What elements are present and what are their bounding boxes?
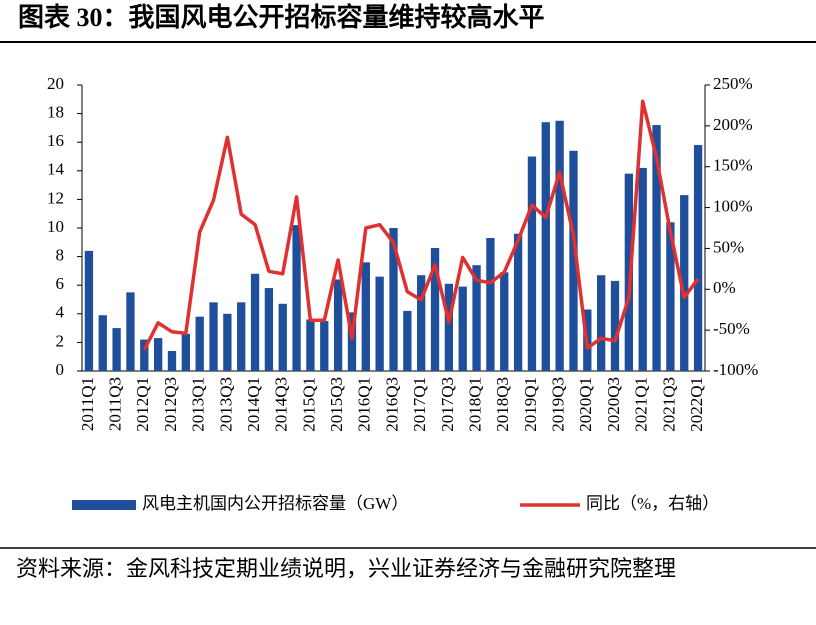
y-tick-label: 2 xyxy=(56,331,65,350)
legend-label: 风电主机国内公开招标容量（GW） xyxy=(142,494,408,513)
x-tick-label: 2016Q3 xyxy=(382,377,401,432)
y-tick-label: 20 xyxy=(47,74,64,93)
bar xyxy=(444,283,454,371)
bar xyxy=(500,272,509,371)
y-tick-label: 10 xyxy=(47,217,64,236)
bar xyxy=(430,248,440,371)
y-tick-label: 12 xyxy=(47,188,64,207)
bar xyxy=(84,250,94,371)
y2-tick-label: 200% xyxy=(713,115,753,134)
x-tick-label: 2013Q1 xyxy=(189,377,208,432)
bar xyxy=(278,303,287,371)
bar xyxy=(153,338,163,371)
bar xyxy=(195,316,204,371)
bar xyxy=(181,333,190,371)
bar xyxy=(569,150,578,371)
bar xyxy=(112,328,121,371)
x-tick-label: 2020Q3 xyxy=(604,377,623,432)
bar xyxy=(680,195,689,371)
x-tick-label: 2016Q1 xyxy=(355,377,374,432)
x-tick-label: 2017Q1 xyxy=(410,377,429,432)
x-tick-label: 2019Q1 xyxy=(521,377,540,432)
bar xyxy=(610,280,620,371)
bar xyxy=(223,313,232,371)
y2-tick-label: -50% xyxy=(713,319,750,338)
bar xyxy=(403,310,412,371)
bar xyxy=(320,320,329,371)
y2-tick-label: 50% xyxy=(713,237,744,256)
bar xyxy=(666,222,675,371)
bar xyxy=(555,120,564,371)
x-tick-label: 2020Q1 xyxy=(576,377,595,432)
y2-tick-label: -100% xyxy=(713,360,758,379)
bar xyxy=(652,125,661,371)
bar xyxy=(250,273,260,371)
bar xyxy=(638,167,647,371)
y-tick-label: 14 xyxy=(47,160,65,179)
bar xyxy=(693,145,703,371)
x-tick-label: 2015Q3 xyxy=(327,377,346,432)
legend-swatch xyxy=(72,500,136,510)
x-tick-label: 2015Q1 xyxy=(299,377,318,432)
x-tick-label: 2011Q1 xyxy=(78,377,97,431)
y-tick-label: 8 xyxy=(56,246,65,265)
x-tick-label: 2021Q3 xyxy=(659,377,678,432)
bar xyxy=(167,350,177,371)
bar xyxy=(126,292,135,371)
bar xyxy=(264,288,274,371)
bar xyxy=(209,302,218,371)
x-tick-label: 2012Q3 xyxy=(161,377,180,432)
bar xyxy=(292,225,301,371)
bar xyxy=(140,339,149,371)
source-box: 资料来源：金风科技定期业绩说明，兴业证券经济与金融研究院整理 xyxy=(16,556,677,581)
bar xyxy=(486,238,495,371)
y-tick-label: 0 xyxy=(56,360,65,379)
x-tick-label: 2021Q1 xyxy=(632,377,651,432)
x-tick-label: 2019Q3 xyxy=(549,377,568,432)
bar xyxy=(513,233,523,371)
bar xyxy=(624,173,634,371)
bar xyxy=(597,275,606,371)
x-tick-label: 2022Q1 xyxy=(687,377,706,432)
y2-tick-label: 150% xyxy=(713,156,753,175)
x-tick-label: 2014Q1 xyxy=(244,377,263,432)
bar xyxy=(389,228,398,371)
legend-label: 同比（%，右轴） xyxy=(586,494,719,513)
bar xyxy=(361,262,370,371)
y2-tick-label: 100% xyxy=(713,196,753,215)
x-tick-label: 2018Q3 xyxy=(493,377,512,432)
bar xyxy=(306,319,315,371)
bar xyxy=(375,276,384,371)
y-tick-label: 4 xyxy=(56,303,65,322)
chart-title: 图表 30：我国风电公开招标容量维持较高水平 xyxy=(18,2,545,32)
x-tick-label: 2014Q3 xyxy=(272,377,291,432)
bar xyxy=(237,302,246,371)
bar xyxy=(472,265,481,371)
x-tick-label: 2018Q1 xyxy=(465,377,484,432)
y2-tick-label: 0% xyxy=(713,278,736,297)
bar xyxy=(458,286,467,371)
y-tick-label: 18 xyxy=(47,103,64,122)
bar xyxy=(541,122,550,372)
bar xyxy=(527,156,537,371)
y-tick-label: 6 xyxy=(56,274,65,293)
bar xyxy=(333,279,343,371)
x-tick-label: 2017Q3 xyxy=(438,377,457,432)
source: 资料来源：金风科技定期业绩说明，兴业证券经济与金融研究院整理 xyxy=(16,556,677,581)
x-tick-label: 2011Q3 xyxy=(106,377,125,431)
y-tick-label: 16 xyxy=(47,131,64,150)
x-tick-label: 2013Q3 xyxy=(216,377,235,432)
y2-tick-label: 250% xyxy=(713,74,753,93)
line xyxy=(142,99,700,351)
bar xyxy=(347,312,357,371)
bar xyxy=(417,275,426,371)
x-tick-label: 2012Q1 xyxy=(133,377,152,432)
bar xyxy=(98,315,107,371)
